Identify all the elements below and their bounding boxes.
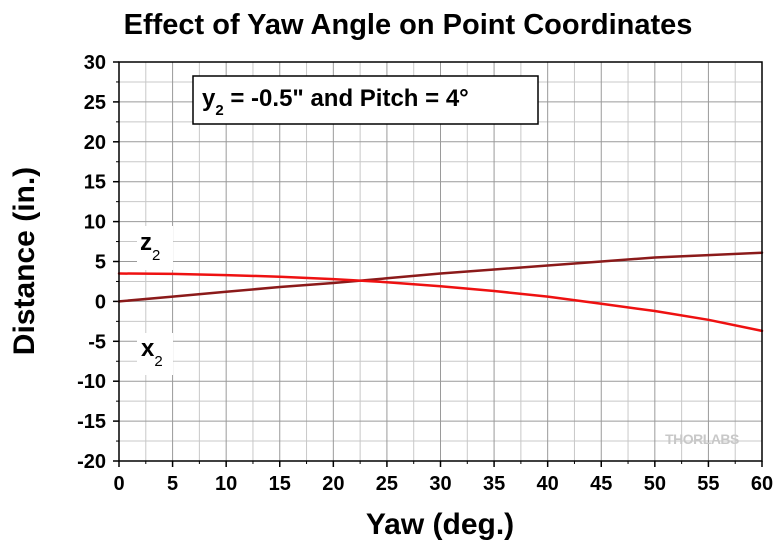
chart-title: Effect of Yaw Angle on Point Coordinates <box>124 9 693 41</box>
x-tick-label: 0 <box>113 473 124 495</box>
x-tick-label: 55 <box>697 473 719 495</box>
x-tick-label: 20 <box>322 473 344 495</box>
series-line-x2 <box>117 272 764 333</box>
y-axis-title: Distance (in.) <box>8 167 41 355</box>
y-tick-label: 30 <box>84 52 106 74</box>
series-label-z2: z2 <box>137 226 173 270</box>
grid <box>119 62 762 461</box>
y-tick-label: 20 <box>84 132 106 154</box>
y-tick-label: 10 <box>84 212 106 234</box>
series-label-z: z <box>140 229 152 256</box>
x-tick-label: 45 <box>590 473 612 495</box>
x-tick-label: 50 <box>644 473 666 495</box>
y-axis: -20 -15 -10 -5 0 5 10 15 20 25 30 <box>77 52 119 473</box>
x-tick-label: 15 <box>269 473 291 495</box>
annotation-box: y2 = -0.5" and Pitch = 4° <box>192 75 539 125</box>
x-axis-title: Yaw (deg.) <box>366 508 514 541</box>
x-tick-label: 5 <box>167 473 178 495</box>
plot-frame <box>118 61 763 462</box>
series-label-z-sub: 2 <box>152 247 160 264</box>
annotation-sub: 2 <box>215 102 223 119</box>
thorlabs-logo: THORLABS <box>665 431 739 447</box>
y-tick-label: -10 <box>77 371 106 393</box>
series-label-x2: x2 <box>137 333 173 375</box>
annotation-condition: = -0.5" and Pitch = 4° <box>224 85 469 112</box>
x-tick-label: 25 <box>376 473 398 495</box>
annotation-text: y2 = -0.5" and Pitch = 4° <box>202 85 469 119</box>
x-tick-label: 60 <box>751 473 773 495</box>
y-tick-label: 25 <box>84 92 106 114</box>
y-tick-label: -20 <box>77 451 106 473</box>
series-line-z2 <box>117 251 764 303</box>
svg-text:z2: z2 <box>140 229 160 264</box>
series-lines <box>117 251 764 333</box>
y-tick-label: -15 <box>77 411 106 433</box>
x-tick-label: 35 <box>483 473 505 495</box>
x-tick-label: 40 <box>537 473 559 495</box>
series-label-x: x <box>141 335 155 362</box>
y-tick-label: 0 <box>95 291 106 313</box>
annotation-var: y <box>202 85 216 112</box>
y-tick-label: -5 <box>88 331 106 353</box>
svg-text:x2: x2 <box>141 335 163 370</box>
x-tick-label: 30 <box>429 473 451 495</box>
y-tick-label: 5 <box>95 252 106 274</box>
series-label-x-sub: 2 <box>154 353 162 370</box>
y-tick-label: 15 <box>84 172 106 194</box>
x-axis: 0 5 10 15 20 25 30 35 40 45 50 55 60 <box>113 461 773 495</box>
x-tick-label: 10 <box>215 473 237 495</box>
